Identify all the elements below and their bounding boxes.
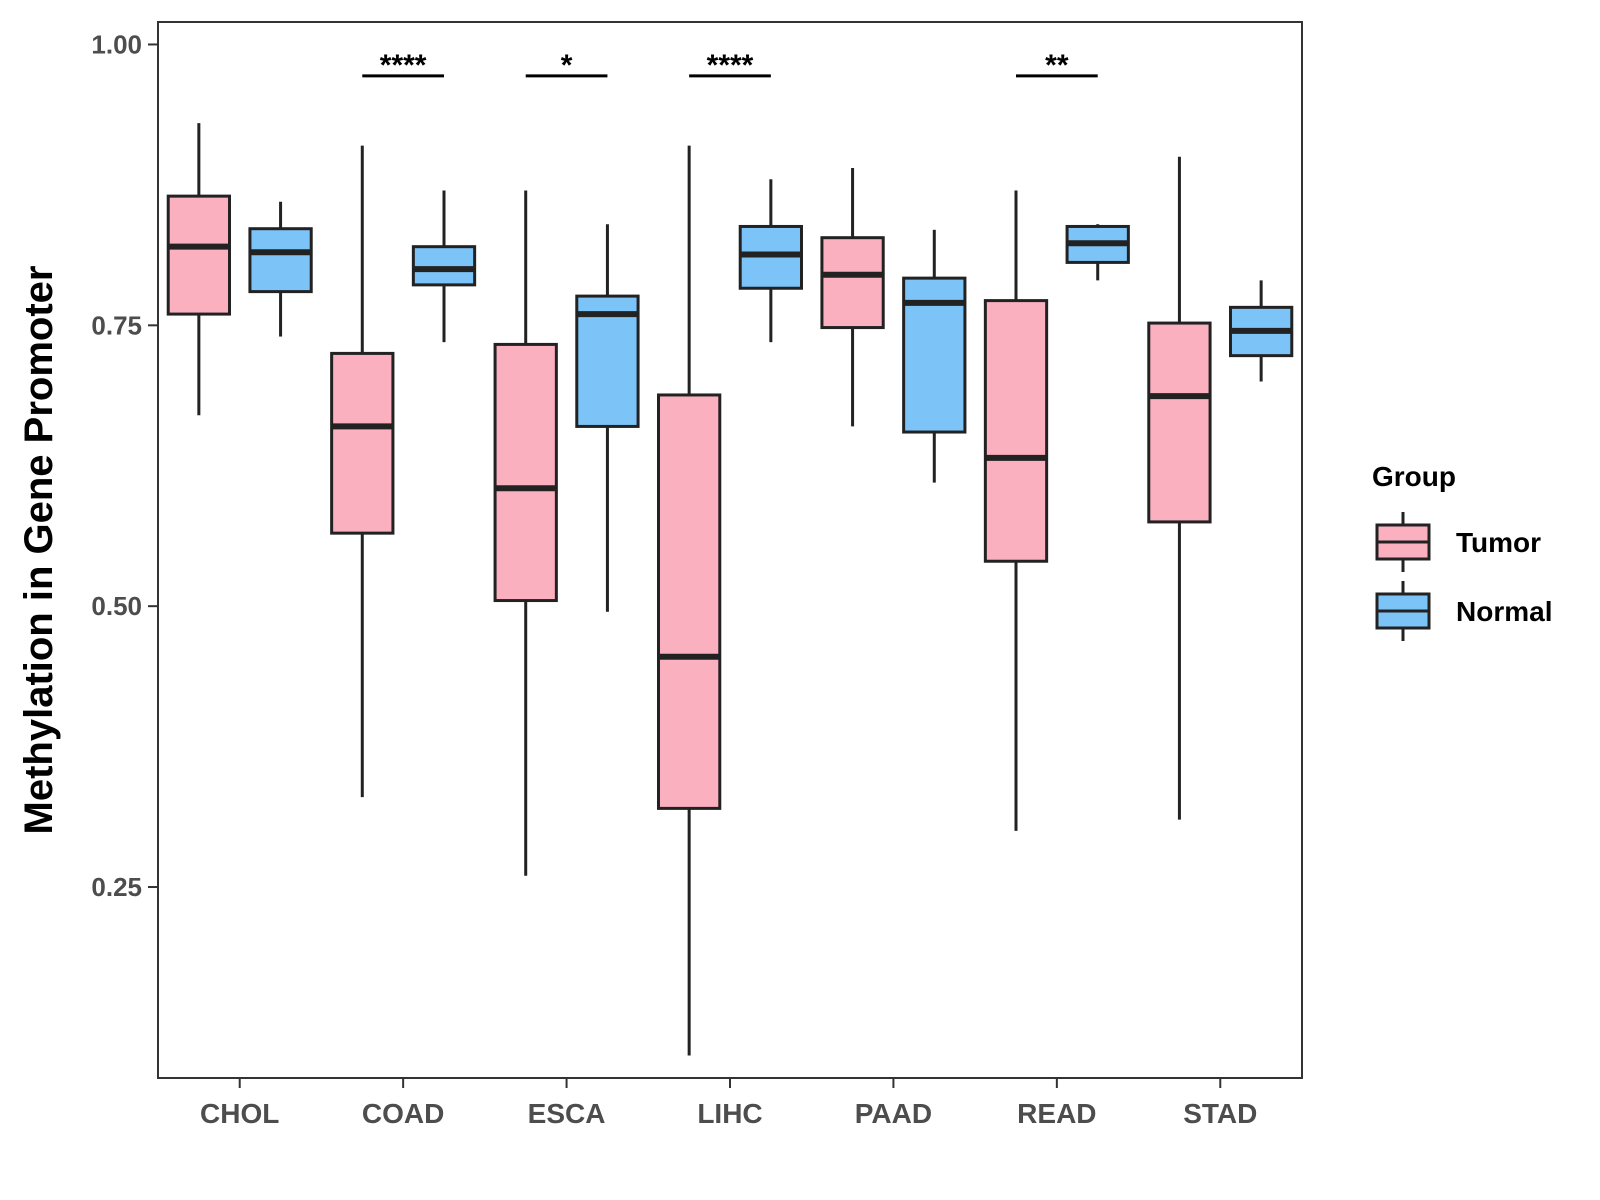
legend-key-tumor [1375, 512, 1431, 572]
box-iqr [411, 245, 477, 287]
y-tick-label: 0.50 [91, 591, 142, 621]
box-series [166, 123, 1294, 1056]
box-iqr [820, 236, 885, 330]
box-tumor-read [983, 190, 1049, 831]
legend-key-normal [1375, 581, 1431, 641]
box-iqr [657, 393, 722, 810]
x-axis: CHOL COAD ESCA LIHC PAAD READ STAD [200, 1078, 1257, 1129]
legend-title: Group [1372, 461, 1456, 492]
legend: Group Tumor Normal [1372, 461, 1552, 641]
x-tick-label: READ [1017, 1098, 1096, 1129]
box-iqr [1147, 321, 1212, 524]
x-tick-label: CHOL [200, 1098, 279, 1129]
significance-label: * [561, 49, 573, 82]
box-iqr [575, 294, 640, 428]
box-tumor-paad [820, 168, 885, 427]
box-iqr [166, 194, 231, 316]
box-normal-lihc [738, 179, 804, 343]
x-tick-label: ESCA [528, 1098, 606, 1129]
box-tumor-stad [1147, 156, 1212, 820]
box-iqr [330, 351, 395, 535]
significance-label: **** [380, 49, 427, 82]
significance-label: **** [707, 49, 754, 82]
x-tick-label: COAD [362, 1098, 444, 1129]
legend-label-tumor: Tumor [1456, 527, 1541, 558]
box-iqr [983, 299, 1049, 563]
plot-panel [157, 21, 1303, 1079]
box-tumor-chol [166, 123, 231, 416]
x-tick-label: PAAD [855, 1098, 932, 1129]
box-normal-coad [411, 190, 477, 343]
significance-annotations: **** * **** ** [362, 49, 1098, 82]
x-tick-label: LIHC [697, 1098, 762, 1129]
y-tick-label: 1.00 [91, 29, 142, 59]
significance-label: ** [1045, 49, 1069, 82]
box-normal-stad [1229, 280, 1294, 382]
y-axis-title: Methylation in Gene Promoter [17, 266, 61, 835]
box-tumor-esca [493, 190, 558, 876]
box-normal-read [1065, 224, 1130, 281]
box-normal-esca [575, 224, 640, 612]
box-tumor-lihc [657, 145, 722, 1056]
box-iqr [493, 342, 558, 603]
y-tick-label: 0.25 [91, 872, 142, 902]
legend-label-normal: Normal [1456, 596, 1552, 627]
y-tick-label: 0.75 [91, 310, 142, 340]
x-tick-label: STAD [1183, 1098, 1257, 1129]
box-normal-chol [248, 201, 313, 337]
box-normal-paad [902, 229, 967, 483]
y-axis: 0.25 0.50 0.75 1.00 [91, 29, 158, 902]
box-iqr [248, 227, 313, 294]
box-tumor-coad [330, 145, 395, 798]
